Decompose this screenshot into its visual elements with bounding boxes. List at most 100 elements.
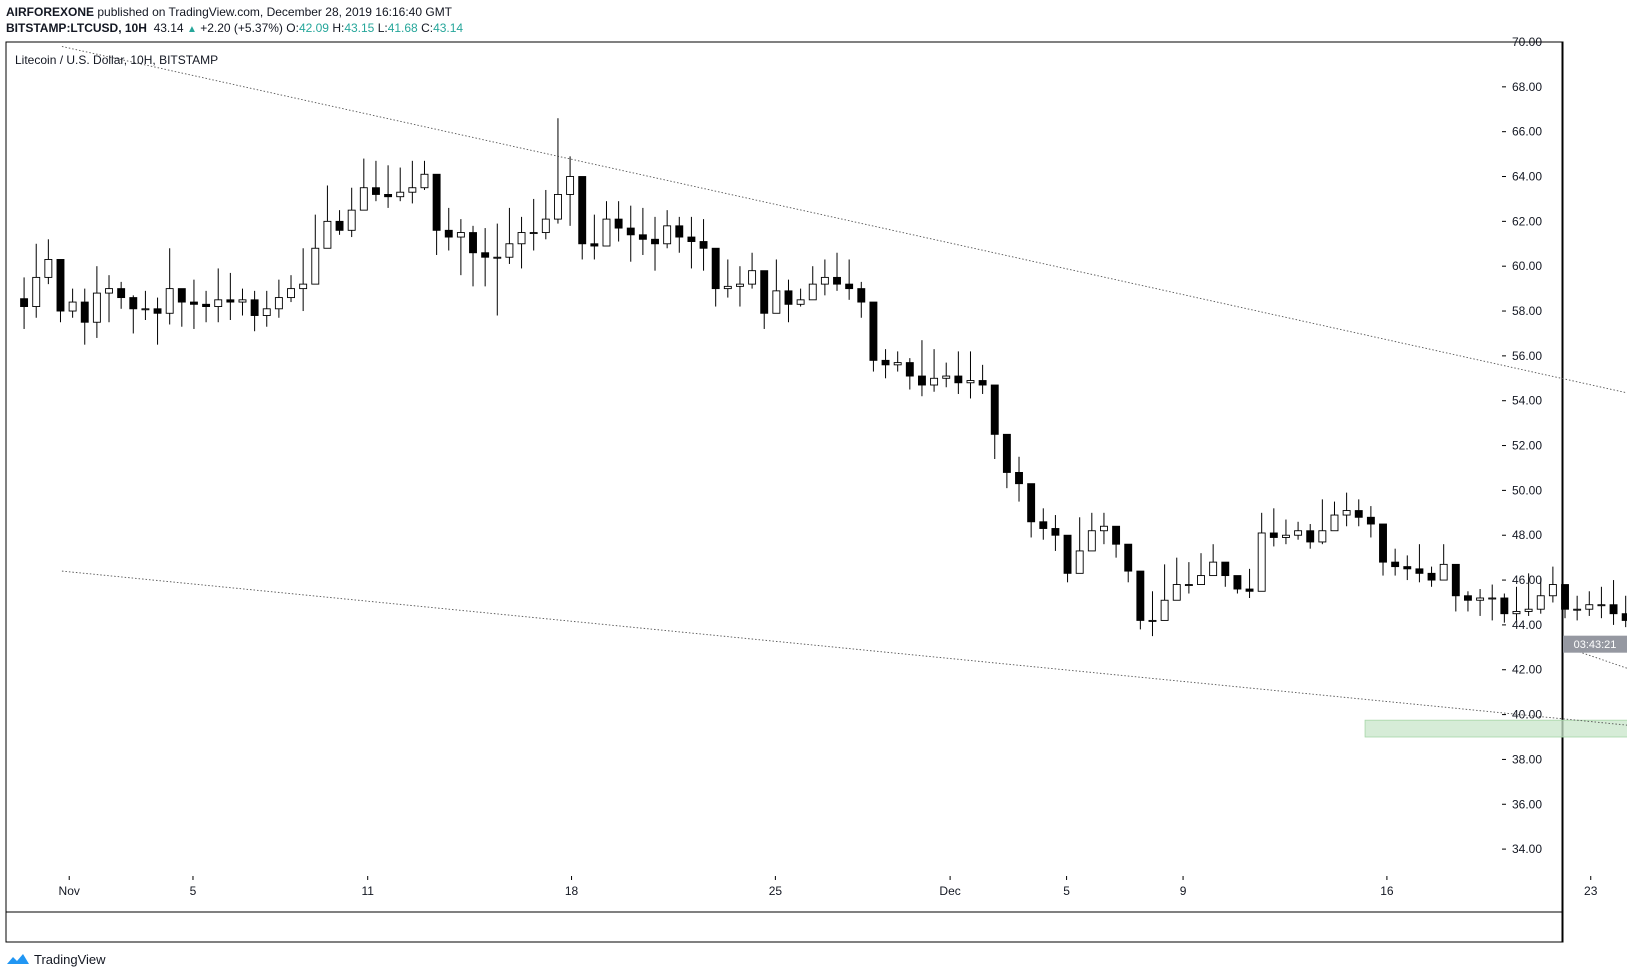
candle <box>1597 586 1606 619</box>
published-text: published on TradingView.com, December 2… <box>97 5 453 19</box>
candle <box>105 275 113 323</box>
candle <box>153 297 162 345</box>
candle-body-down <box>56 259 65 312</box>
candle-body-up <box>566 176 575 195</box>
candle <box>1112 525 1121 558</box>
candle <box>918 340 926 397</box>
candle-body-down <box>432 173 441 231</box>
candle <box>736 266 744 307</box>
candle <box>687 216 696 269</box>
candle-body-up <box>323 220 332 249</box>
candle <box>1427 566 1436 587</box>
candle-body-up <box>1087 530 1096 552</box>
candle-body-down <box>177 288 186 303</box>
candle-body-down <box>1366 516 1375 525</box>
candle-body-down <box>129 297 138 310</box>
candle <box>420 160 429 190</box>
candle <box>796 288 805 307</box>
candle <box>663 210 672 249</box>
candle-body-down <box>614 218 623 229</box>
candle <box>299 248 308 312</box>
candle-body-up <box>238 299 247 303</box>
candle <box>1282 519 1290 545</box>
candle-body-up <box>311 247 320 285</box>
candle <box>699 219 708 271</box>
candle-body-down <box>833 276 841 285</box>
candle-body-down <box>1354 510 1363 518</box>
time-tick-label: 11 <box>361 884 374 898</box>
candle-body-up <box>92 292 101 323</box>
candle-body-up <box>1209 561 1218 577</box>
publisher-name: AIRFOREXONE <box>6 5 95 19</box>
symbol-name: BITSTAMP:LTCUSD, 10H <box>6 21 147 35</box>
candle <box>80 288 89 345</box>
candle <box>347 187 356 238</box>
candle <box>1354 499 1363 527</box>
candle <box>274 279 283 318</box>
candle-body-up <box>505 243 514 258</box>
high-value: 43.15 <box>344 21 375 35</box>
candle <box>444 207 453 251</box>
candle-body-down <box>699 241 708 249</box>
candle-body-down <box>1621 613 1627 621</box>
candle <box>1257 512 1266 592</box>
candle-body-up <box>1257 532 1266 592</box>
up-arrow-icon: ▲ <box>186 24 197 35</box>
low-label: L: <box>377 21 388 35</box>
candle-body-down <box>202 303 211 307</box>
price-tick-label: 58.00 <box>1512 304 1542 318</box>
candle-body-down <box>784 290 793 305</box>
candle-body-up <box>796 299 805 305</box>
candle <box>335 210 344 235</box>
candle <box>1403 555 1412 581</box>
candle <box>651 216 659 271</box>
candle <box>833 252 841 291</box>
candle <box>1172 557 1181 601</box>
candle <box>954 351 963 394</box>
candle-body-down <box>918 375 926 386</box>
candle <box>44 239 53 285</box>
candle-body-up <box>262 308 271 316</box>
candle <box>614 201 623 242</box>
candle-body-down <box>444 229 453 238</box>
candle-body-up <box>1585 604 1594 610</box>
candle-body-down <box>869 301 878 361</box>
candle-body-up <box>493 256 502 259</box>
candle-body-up <box>408 187 417 193</box>
candle <box>1500 593 1509 623</box>
candle-body-down <box>638 234 647 240</box>
price-tick-label: 40.00 <box>1512 708 1542 722</box>
candle-body-up <box>105 288 113 294</box>
candle-body-down <box>1136 570 1145 621</box>
candle-body-down <box>1403 566 1412 570</box>
last-price: 43.14 <box>153 21 184 35</box>
candle-body-up <box>1573 608 1582 611</box>
candle-body-up <box>1160 599 1169 621</box>
candle-body-down <box>687 236 696 242</box>
candle <box>262 290 271 327</box>
candle-body-up <box>141 308 150 311</box>
candle-body-up <box>541 218 550 234</box>
candle <box>1051 515 1060 551</box>
footer-brand[interactable]: TradingView <box>6 950 106 968</box>
candle-body-down <box>1269 532 1278 538</box>
candle <box>396 167 405 202</box>
candle-body-down <box>1464 595 1472 601</box>
candle <box>311 214 320 285</box>
candle <box>165 248 174 325</box>
candle-body-down <box>1221 561 1230 577</box>
candle <box>626 205 635 262</box>
candle <box>493 223 502 316</box>
candle <box>1100 512 1108 545</box>
candle-body-up <box>1342 510 1351 516</box>
candle-body-down <box>590 243 599 247</box>
candle <box>1621 595 1627 628</box>
candle <box>978 364 987 394</box>
candle-body-down <box>335 220 344 231</box>
candle <box>942 362 951 388</box>
candle-body-down <box>675 225 684 238</box>
close-label: C: <box>421 21 434 35</box>
time-tick-label: 25 <box>769 884 783 898</box>
candle <box>930 349 939 392</box>
